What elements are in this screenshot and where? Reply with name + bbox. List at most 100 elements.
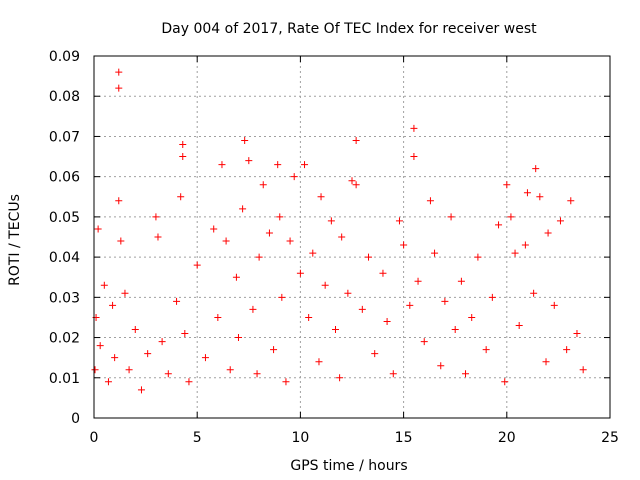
data-point <box>468 313 476 321</box>
data-point <box>431 249 439 257</box>
data-point <box>532 165 540 173</box>
data-point <box>482 346 490 354</box>
y-tick-label: 0.03 <box>49 290 80 306</box>
data-point <box>542 358 550 366</box>
data-point <box>222 237 230 245</box>
x-tick-label: 25 <box>601 430 619 446</box>
data-point <box>144 350 152 358</box>
data-point <box>515 321 523 329</box>
data-point <box>441 297 449 305</box>
data-point <box>91 366 99 374</box>
y-tick-label: 0.04 <box>49 250 80 266</box>
data-point <box>117 237 125 245</box>
y-axis-label: ROTI / TECUs <box>7 194 23 286</box>
data-point <box>249 305 257 313</box>
y-tick-label: 0.02 <box>49 331 80 347</box>
x-tick-label: 15 <box>395 430 413 446</box>
data-point <box>218 161 226 169</box>
y-tick-label: 0.07 <box>49 129 80 145</box>
data-point <box>154 233 162 241</box>
chart-title: Day 004 of 2017, Rate Of TEC Index for r… <box>161 21 537 37</box>
data-point <box>115 197 123 205</box>
data-point <box>344 289 352 297</box>
data-point <box>315 358 323 366</box>
data-point <box>503 181 511 189</box>
data-point <box>253 370 261 378</box>
data-point <box>232 273 240 281</box>
data-point <box>305 313 313 321</box>
data-point <box>115 68 123 76</box>
data-point <box>507 213 515 221</box>
data-point <box>121 289 129 297</box>
data-point <box>259 181 267 189</box>
data-point <box>406 301 414 309</box>
data-point <box>245 157 253 165</box>
data-point <box>400 241 408 249</box>
data-point <box>395 217 403 225</box>
data-point <box>104 378 112 386</box>
x-tick-label: 10 <box>291 430 309 446</box>
data-point <box>501 378 509 386</box>
data-point <box>462 370 470 378</box>
data-point <box>358 305 366 313</box>
grid <box>94 56 610 418</box>
data-point <box>278 293 286 301</box>
data-point <box>348 177 356 185</box>
data-point <box>474 253 482 261</box>
data-point <box>193 261 201 269</box>
data-point <box>389 370 397 378</box>
data-point <box>371 350 379 358</box>
x-tick-labels: 0 5 10 15 20 25 <box>90 430 619 446</box>
data-point <box>530 289 538 297</box>
x-tick-label: 0 <box>90 430 99 446</box>
y-tick-label: 0.05 <box>49 210 80 226</box>
y-tick-label: 0.08 <box>49 89 80 105</box>
data-point <box>255 253 263 261</box>
data-point <box>521 241 529 249</box>
data-point <box>488 293 496 301</box>
data-point <box>210 225 218 233</box>
data-point <box>301 161 309 169</box>
data-point <box>96 342 104 350</box>
data-point <box>556 217 564 225</box>
data-point <box>115 84 123 92</box>
data-point <box>536 193 544 201</box>
y-tick-label: 0.09 <box>49 49 80 65</box>
data-point <box>214 313 222 321</box>
data-point <box>365 253 373 261</box>
data-point <box>451 326 459 334</box>
data-point <box>131 326 139 334</box>
data-point <box>100 281 108 289</box>
data-point <box>111 354 119 362</box>
data-point <box>544 229 552 237</box>
data-point <box>327 217 335 225</box>
data-point <box>158 338 166 346</box>
data-point <box>177 193 185 201</box>
data-point <box>164 370 172 378</box>
data-point <box>414 277 422 285</box>
data-point <box>274 161 282 169</box>
data-point <box>383 317 391 325</box>
data-point <box>573 330 581 338</box>
data-point <box>379 269 387 277</box>
data-point <box>185 378 193 386</box>
data-point <box>94 225 102 233</box>
data-point <box>511 249 519 257</box>
data-point <box>563 346 571 354</box>
data-point <box>109 301 117 309</box>
data-point <box>137 386 145 394</box>
plot-frame <box>93 55 611 419</box>
data-point <box>296 269 304 277</box>
x-tick-label: 5 <box>193 430 202 446</box>
y-tick-labels: 0 0.01 0.02 0.03 0.04 0.05 0.06 0.07 0.08 0.09 <box>49 49 80 427</box>
y-tick-label: 0.01 <box>49 371 80 387</box>
data-point <box>447 213 455 221</box>
data-point <box>125 366 133 374</box>
data-point <box>290 173 298 181</box>
data-point <box>410 124 418 132</box>
scatter-points <box>91 68 587 394</box>
data-point <box>282 378 290 386</box>
data-point <box>241 136 249 144</box>
